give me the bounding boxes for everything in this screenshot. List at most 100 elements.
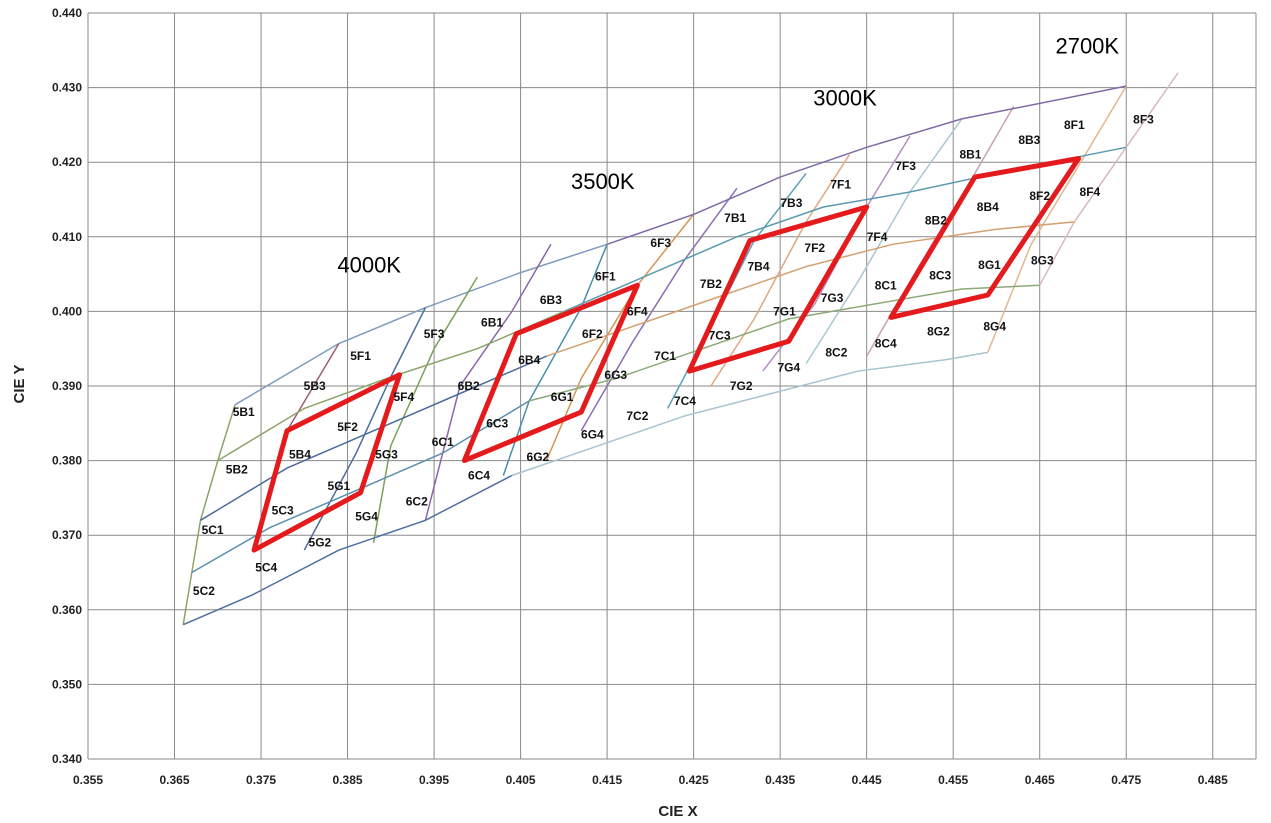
bin-boundary-line xyxy=(710,154,851,387)
bin-label: 5C1 xyxy=(202,523,224,537)
x-tick-label: 0.405 xyxy=(506,773,536,787)
bin-label: 7C3 xyxy=(709,328,731,342)
bin-label: 6F1 xyxy=(595,269,616,283)
x-tick-label: 0.455 xyxy=(938,773,968,787)
bin-label: 5G4 xyxy=(355,510,378,524)
bin-label: 7F1 xyxy=(830,178,851,192)
highlight-quadrangle-3000K xyxy=(686,204,870,374)
bin-label: 6F4 xyxy=(627,304,648,318)
bin-label: 8C1 xyxy=(875,278,897,292)
bin-boundary-line xyxy=(511,351,988,477)
bin-label: 7G3 xyxy=(821,291,844,305)
bin-boundary-line xyxy=(987,85,1127,353)
y-tick-label: 0.390 xyxy=(52,379,82,393)
highlight-quadrangle-3500K xyxy=(461,282,640,464)
y-tick-label: 0.340 xyxy=(52,752,82,766)
bin-boundary-line xyxy=(545,213,695,461)
cct-group-labels: 4000K 3500K 3000K 2700K xyxy=(337,33,1119,277)
bin-label: 8B2 xyxy=(925,213,947,227)
bin-label: 7B3 xyxy=(780,196,802,210)
bin-label: 5C2 xyxy=(193,584,215,598)
bin-label: 5B1 xyxy=(233,405,255,419)
bin-label: 8G2 xyxy=(927,325,950,339)
bin-label: 7C4 xyxy=(674,394,696,408)
x-tick-label: 0.395 xyxy=(419,773,449,787)
bin-label: 7G4 xyxy=(777,360,800,374)
bin-label: 5G1 xyxy=(328,479,351,493)
bin-label: 5B4 xyxy=(289,448,311,462)
bin-label: 6F2 xyxy=(582,327,603,341)
bin-label: 6F3 xyxy=(650,236,671,250)
bin-label: 8C4 xyxy=(875,336,897,350)
bin-label: 5F1 xyxy=(350,349,371,363)
x-tick-label: 0.445 xyxy=(852,773,882,787)
bin-boundary-line xyxy=(372,276,478,543)
cct-label: 3000K xyxy=(813,86,877,111)
bin-boundary-line xyxy=(606,85,1127,246)
y-tick-label: 0.360 xyxy=(52,603,82,617)
bin-label: 6G4 xyxy=(581,427,604,441)
bin-label: 5C4 xyxy=(255,560,277,574)
y-tick-label: 0.350 xyxy=(52,677,82,691)
bin-label: 8C3 xyxy=(929,269,951,283)
bin-label: 7B4 xyxy=(748,260,770,274)
bin-boundary-line xyxy=(805,118,963,365)
bin-label: 8B3 xyxy=(1018,133,1040,147)
x-tick-label: 0.465 xyxy=(1025,773,1055,787)
bin-label: 8F1 xyxy=(1064,118,1085,132)
cct-label: 3500K xyxy=(571,169,635,194)
bin-boundary-line xyxy=(234,243,608,406)
highlight-quadrangle-4000K xyxy=(251,372,402,553)
bin-label: 8F4 xyxy=(1080,185,1101,199)
bin-label: 6G2 xyxy=(527,450,550,464)
bin-label: 6G3 xyxy=(604,368,627,382)
x-tick-label: 0.365 xyxy=(160,773,190,787)
bin-label: 8G1 xyxy=(978,258,1001,272)
x-tick-label: 0.475 xyxy=(1111,773,1141,787)
cct-label: 4000K xyxy=(337,253,401,278)
bin-label: 6B4 xyxy=(518,353,540,367)
y-axis-title: CIE Y xyxy=(11,365,28,404)
x-tick-label: 0.375 xyxy=(246,773,276,787)
bin-boundary-line xyxy=(191,400,530,574)
bin-label: 6C4 xyxy=(468,469,490,483)
bin-label: 5B3 xyxy=(304,379,326,393)
bin-boundary-lines xyxy=(182,72,1179,626)
bin-label: 7B2 xyxy=(700,277,722,291)
plot-gridlines xyxy=(87,12,1257,760)
bin-label: 5C3 xyxy=(272,504,294,518)
bin-label: 5G3 xyxy=(375,448,398,462)
bin-label: 5F3 xyxy=(424,327,445,341)
bin-label: 7G2 xyxy=(730,379,753,393)
bin-label: 8G3 xyxy=(1031,254,1054,268)
bin-label: 8B4 xyxy=(977,200,999,214)
bin-label: 7B1 xyxy=(724,211,746,225)
bin-label: 6B2 xyxy=(458,379,480,393)
bin-boundary-line xyxy=(200,355,547,521)
bin-label: 6C3 xyxy=(486,416,508,430)
bin-boundary-line xyxy=(580,187,738,432)
bin-label: 8B1 xyxy=(959,148,981,162)
bin-label: 7F2 xyxy=(804,241,825,255)
bin-label: 7F4 xyxy=(867,230,888,244)
bin-label: 5F2 xyxy=(337,420,358,434)
bin-boundary-line xyxy=(529,284,1040,402)
bin-label: 5G2 xyxy=(309,536,332,550)
y-tick-label: 0.370 xyxy=(52,528,82,542)
bin-label: 6B3 xyxy=(540,293,562,307)
bin-label: 5B2 xyxy=(226,463,248,477)
x-tick-label: 0.485 xyxy=(1198,773,1228,787)
y-tick-label: 0.440 xyxy=(52,6,82,20)
y-tick-label: 0.380 xyxy=(52,454,82,468)
axis-tick-labels: 0.355 0.365 0.375 0.385 0.395 0.405 0.415 0.425… xyxy=(52,6,1228,787)
x-axis-title: CIE X xyxy=(658,803,697,820)
bin-label: 6B1 xyxy=(481,316,503,330)
bin-labels: 5B1 5B2 5C1 5C2 5B3 5B4 5C3 5C4 5F1 5F2 5G1 5G2 5F3 5… xyxy=(193,113,1154,598)
y-tick-label: 0.410 xyxy=(52,230,82,244)
y-tick-label: 0.400 xyxy=(52,304,82,318)
bin-label: 7C1 xyxy=(654,349,676,363)
bin-label: 6C1 xyxy=(432,435,454,449)
highlighted-quadrangles xyxy=(251,156,1082,553)
bin-label: 7F3 xyxy=(895,159,916,173)
bin-label: 7G1 xyxy=(773,304,796,318)
